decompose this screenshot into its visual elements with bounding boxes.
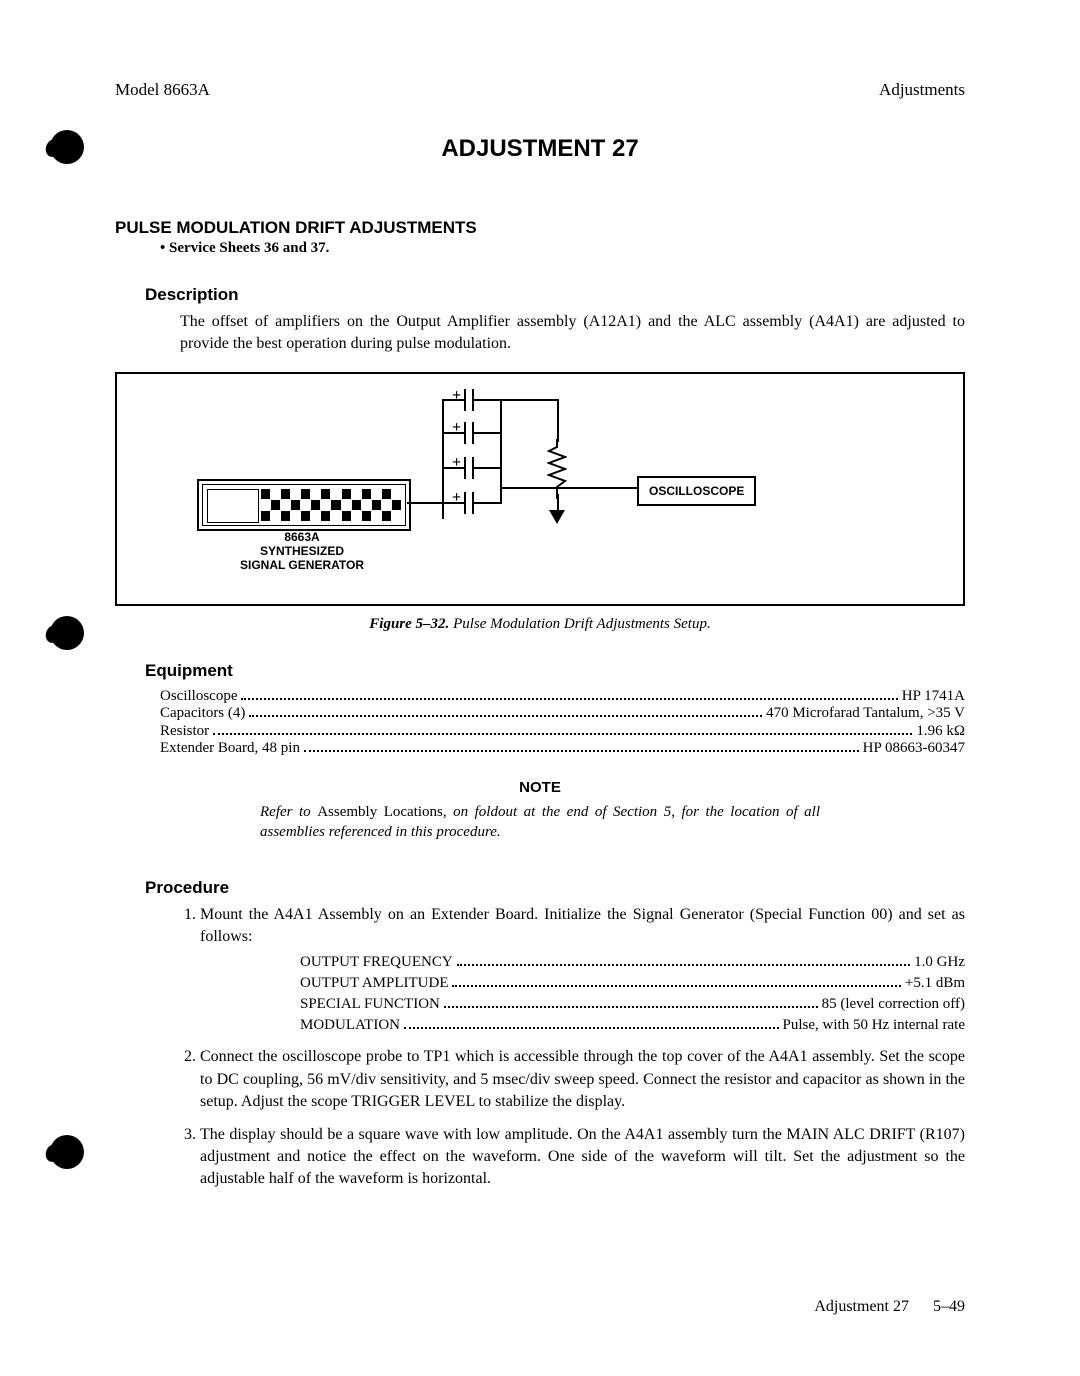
figure-title: Pulse Modulation Drift Adjustments Setup… [453,616,711,632]
leader-dots [249,705,762,718]
equipment-row: Resistor 1.96 kΩ [160,722,965,740]
leader-dots [444,996,818,1009]
setting-row: MODULATION Pulse, with 50 Hz internal ra… [300,1015,965,1036]
setting-label: MODULATION [300,1015,400,1036]
punch-hole [50,616,84,650]
equipment-list: Oscilloscope HP 1741A Capacitors (4) 470… [115,687,965,757]
oscilloscope-label: OSCILLOSCOPE [637,476,756,506]
setting-row: OUTPUT FREQUENCY 1.0 GHz [300,952,965,973]
setting-row: SPECIAL FUNCTION 85 (level correction of… [300,994,965,1015]
figure-caption: Figure 5–32. Pulse Modulation Drift Adju… [115,616,965,633]
signal-generator-icon [197,479,411,531]
setting-value: Pulse, with 50 Hz internal rate [783,1015,965,1036]
leader-dots [452,975,900,988]
footer-adjustment: Adjustment 27 [814,1298,909,1315]
procedure-step: Mount the A4A1 Assembly on an Extender B… [200,904,965,1037]
leader-dots [404,1017,779,1030]
description-text: The offset of amplifiers on the Output A… [180,311,965,354]
equipment-label: Extender Board, 48 pin [160,740,300,757]
setting-value: 85 (level correction off) [822,994,965,1015]
procedure-list: Mount the A4A1 Assembly on an Extender B… [180,904,965,1191]
equipment-label: Resistor [160,723,209,740]
leader-dots [304,740,859,753]
equipment-heading: Equipment [145,661,965,681]
leader-dots [213,722,912,735]
signal-generator-label: 8663A SYNTHESIZED SIGNAL GENERATOR [197,531,407,572]
note-text: Assembly Locations, [317,804,446,820]
leader-dots [241,687,897,700]
leader-dots [457,954,911,967]
capacitor-stack-icon: + + + + [442,389,502,529]
header-model: Model 8663A [115,80,210,100]
page-footer: Adjustment 27 5–49 [814,1298,965,1316]
wire [502,399,559,401]
header-section: Adjustments [879,80,965,100]
equipment-value: HP 08663-60347 [863,740,965,757]
setting-row: OUTPUT AMPLITUDE +5.1 dBm [300,973,965,994]
page: Model 8663A Adjustments ADJUSTMENT 27 PU… [0,0,1080,1376]
setting-value: +5.1 dBm [905,973,965,994]
ground-arrow-icon [549,510,565,524]
footer-page-number: 5–49 [933,1298,965,1315]
equipment-row: Extender Board, 48 pin HP 08663-60347 [160,740,965,758]
equipment-value: 1.96 kΩ [916,723,965,740]
equipment-value: 470 Microfarad Tantalum, >35 V [766,705,965,722]
note-body: Refer to Assembly Locations, on foldout … [260,802,820,843]
procedure-step: Connect the oscilloscope probe to TP1 wh… [200,1046,965,1113]
adjustment-heading: PULSE MODULATION DRIFT ADJUSTMENTS [115,218,965,238]
setting-value: 1.0 GHz [914,952,965,973]
service-sheets-bullet: • Service Sheets 36 and 37. [160,240,965,257]
punch-hole [50,1135,84,1169]
wire [557,487,647,489]
setting-label: SPECIAL FUNCTION [300,994,440,1015]
figure-number: Figure 5–32. [369,616,449,632]
procedure-step: The display should be a square wave with… [200,1124,965,1191]
procedure-heading: Procedure [145,878,965,898]
page-header: Model 8663A Adjustments [115,80,965,100]
page-title: ADJUSTMENT 27 [115,135,965,163]
step-text: Mount the A4A1 Assembly on an Extender B… [200,906,965,945]
equipment-row: Oscilloscope HP 1741A [160,687,965,705]
setting-label: OUTPUT FREQUENCY [300,952,453,973]
wire [407,502,442,504]
setting-label: OUTPUT AMPLITUDE [300,973,448,994]
note-text: Refer to [260,804,317,820]
note-heading: NOTE [115,779,965,796]
wire [557,399,559,439]
equipment-label: Oscilloscope [160,688,237,705]
equipment-value: HP 1741A [902,688,965,705]
setup-figure: 8663A SYNTHESIZED SIGNAL GENERATOR + + +… [115,372,965,606]
description-heading: Description [145,285,965,305]
punch-hole [50,130,84,164]
equipment-label: Capacitors (4) [160,705,245,722]
equipment-row: Capacitors (4) 470 Microfarad Tantalum, … [160,705,965,723]
